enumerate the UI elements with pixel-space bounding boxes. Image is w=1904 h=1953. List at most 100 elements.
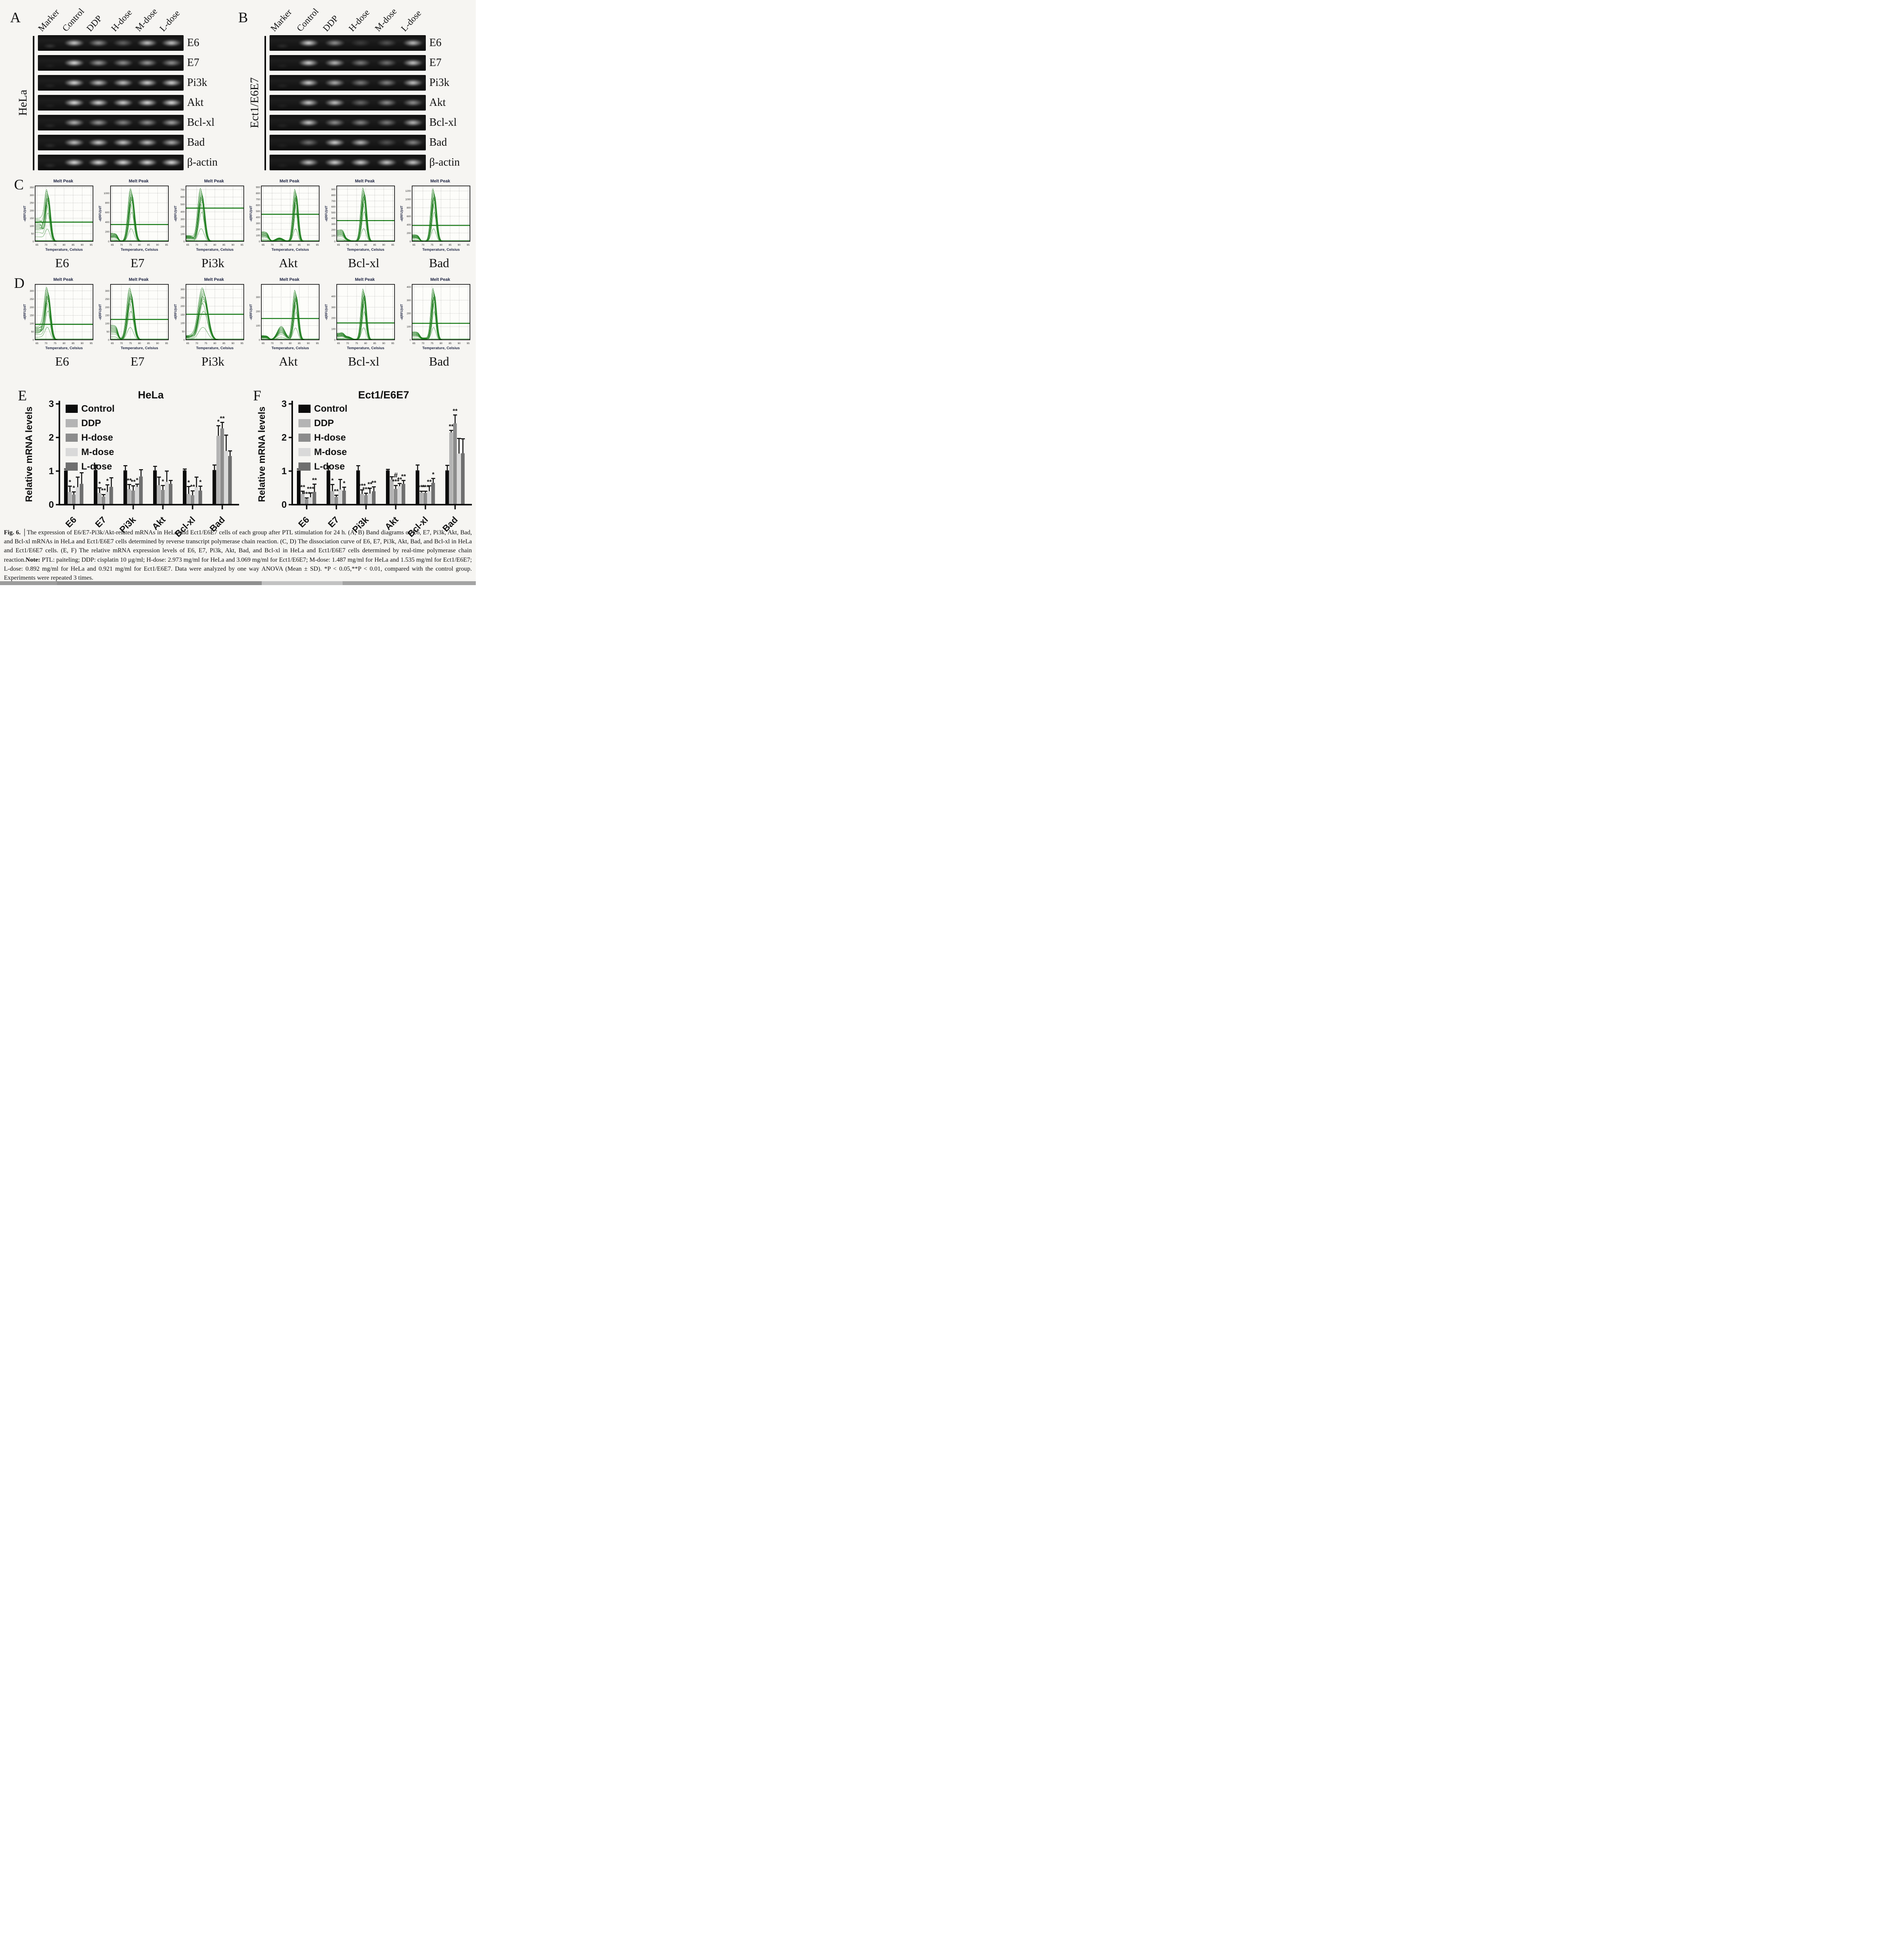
- y-tick-label: 150: [105, 314, 109, 317]
- y-tick-label: 300: [331, 223, 336, 226]
- y-tick-label: 900: [331, 188, 336, 191]
- band-gene-label: Bcl-xl: [187, 116, 214, 129]
- y-tick-label: 3: [49, 399, 54, 409]
- chart-title: Ect1/E6E7: [358, 389, 409, 401]
- gel-band: [43, 64, 57, 68]
- plot-frame: [110, 186, 169, 242]
- bar: [72, 494, 76, 505]
- caption-segment: │The expression of E6/E7-Pi3k/Akt-relate…: [4, 529, 472, 563]
- x-tick-label: 95: [467, 244, 470, 246]
- band-gene-label: Akt: [429, 96, 446, 109]
- gel-band: [275, 44, 290, 48]
- bar: [416, 470, 420, 505]
- x-tick-label: 95: [391, 342, 395, 345]
- melt-plot-title: Melt Peak: [53, 277, 73, 282]
- band-gene-label: Bad: [187, 136, 205, 148]
- bar: [372, 491, 376, 505]
- y-tick-label: 400: [407, 286, 411, 289]
- y-tick-label: 150: [30, 217, 34, 220]
- y-tick-label: 200: [180, 305, 185, 308]
- x-tick-label: 95: [316, 244, 319, 246]
- y-tick-label: 2: [49, 432, 54, 443]
- y-tick-label: 200: [331, 317, 336, 320]
- band-gene-label: Akt: [187, 96, 204, 109]
- gel-band: [377, 59, 397, 66]
- bar: [338, 489, 342, 505]
- y-tick-label: 200: [407, 232, 411, 235]
- y-tick-label: 150: [30, 314, 34, 317]
- y-tick-label: 250: [30, 298, 34, 301]
- y-tick-label: 400: [105, 221, 109, 224]
- gel-band: [350, 99, 371, 106]
- y-axis-label: -d(RFU)/dT: [98, 304, 102, 320]
- band-gene-label: Bcl-xl: [429, 116, 457, 129]
- y-axis-label: -d(RFU)/dT: [174, 304, 177, 320]
- gel-band: [113, 59, 133, 66]
- x-tick-label: 75: [129, 244, 132, 246]
- gel-band: [161, 59, 182, 66]
- gel-band: [298, 119, 319, 126]
- x-tick-label: 75: [129, 342, 132, 345]
- melt-plot-svg: 65 70 75 80 85 90 95 0 100 200 300 400 500 600 700 800 9…: [325, 186, 395, 252]
- gel-band: [137, 119, 157, 126]
- lane-label: L-dose: [399, 8, 423, 34]
- x-tick-label: 90: [232, 244, 235, 246]
- x-axis-label: Temperature, Celsius: [45, 248, 83, 252]
- bar: [390, 479, 394, 505]
- y-axis-label: -d(RFU)/dT: [400, 205, 404, 221]
- sig-label: *: [217, 419, 220, 425]
- y-tick-label: 600: [331, 206, 336, 209]
- gel-band: [350, 119, 371, 126]
- bar: [183, 470, 187, 505]
- x-axis-label: Temperature, Celsius: [271, 346, 309, 350]
- y-tick-label: 700: [256, 198, 260, 201]
- x-tick-label: 90: [81, 342, 84, 345]
- sig-label: **: [427, 479, 432, 486]
- gel-band: [161, 39, 182, 46]
- y-tick-label: 0: [259, 240, 260, 243]
- melt-plot-svg: 65 70 75 80 85 90 95 0 50 100 150 200 250 300 Temperat…: [23, 284, 93, 350]
- gel-band: [350, 79, 371, 86]
- sig-label: **: [131, 479, 136, 486]
- gel-band: [161, 99, 182, 106]
- bar: [187, 494, 191, 505]
- sig-label: *: [432, 471, 435, 478]
- y-tick-label: 50: [31, 330, 34, 333]
- sig-label: *: [69, 479, 71, 486]
- gel-row: [38, 35, 184, 51]
- y-axis-label: -d(RFU)/dT: [174, 205, 177, 221]
- x-tick-label: 80: [138, 342, 141, 345]
- gel-band: [324, 99, 345, 106]
- melt-gene-label: E6: [55, 256, 69, 270]
- melt-plot: Melt Peak 65 70 75 80 85 90 95 0 200 400 600 800 1000…: [400, 179, 474, 270]
- x-tick-label: 90: [232, 342, 235, 345]
- gel-band: [350, 59, 371, 66]
- sig-label: **: [401, 473, 406, 480]
- y-axis-label: -d(RFU)/dT: [98, 205, 102, 221]
- gel-band: [377, 119, 397, 126]
- sig-label: *: [98, 481, 101, 487]
- y-tick-label: 400: [407, 223, 411, 226]
- melt-plot: Melt Peak 65 70 75 80 85 90 95 0 50 100 150 200 250 30…: [23, 179, 97, 270]
- bar: [220, 428, 224, 505]
- legend-swatch: [298, 462, 311, 471]
- x-tick-label: 90: [382, 244, 386, 246]
- melt-plot: Melt Peak 65 70 75 80 85 90 95 0 100 200 300 400 500 6…: [173, 179, 248, 270]
- legend-swatch: [298, 405, 311, 413]
- gel-band: [64, 159, 85, 166]
- sig-label: **: [220, 415, 225, 422]
- legend-swatch: [298, 434, 311, 442]
- x-tick-label: 75: [54, 244, 57, 246]
- bar: [313, 492, 316, 505]
- bar: [330, 491, 334, 505]
- figure-page: A B C D E F HeLa 0 1 2 3 Relative mRNA levels…: [0, 0, 476, 585]
- x-tick-label: 65: [111, 342, 114, 345]
- bar: [64, 470, 68, 505]
- legend-swatch: [66, 419, 78, 427]
- gel-band: [64, 79, 85, 86]
- gel-band: [298, 139, 319, 146]
- y-tick-label: 200: [30, 209, 34, 212]
- bar: [301, 494, 305, 505]
- gel-band: [350, 159, 371, 166]
